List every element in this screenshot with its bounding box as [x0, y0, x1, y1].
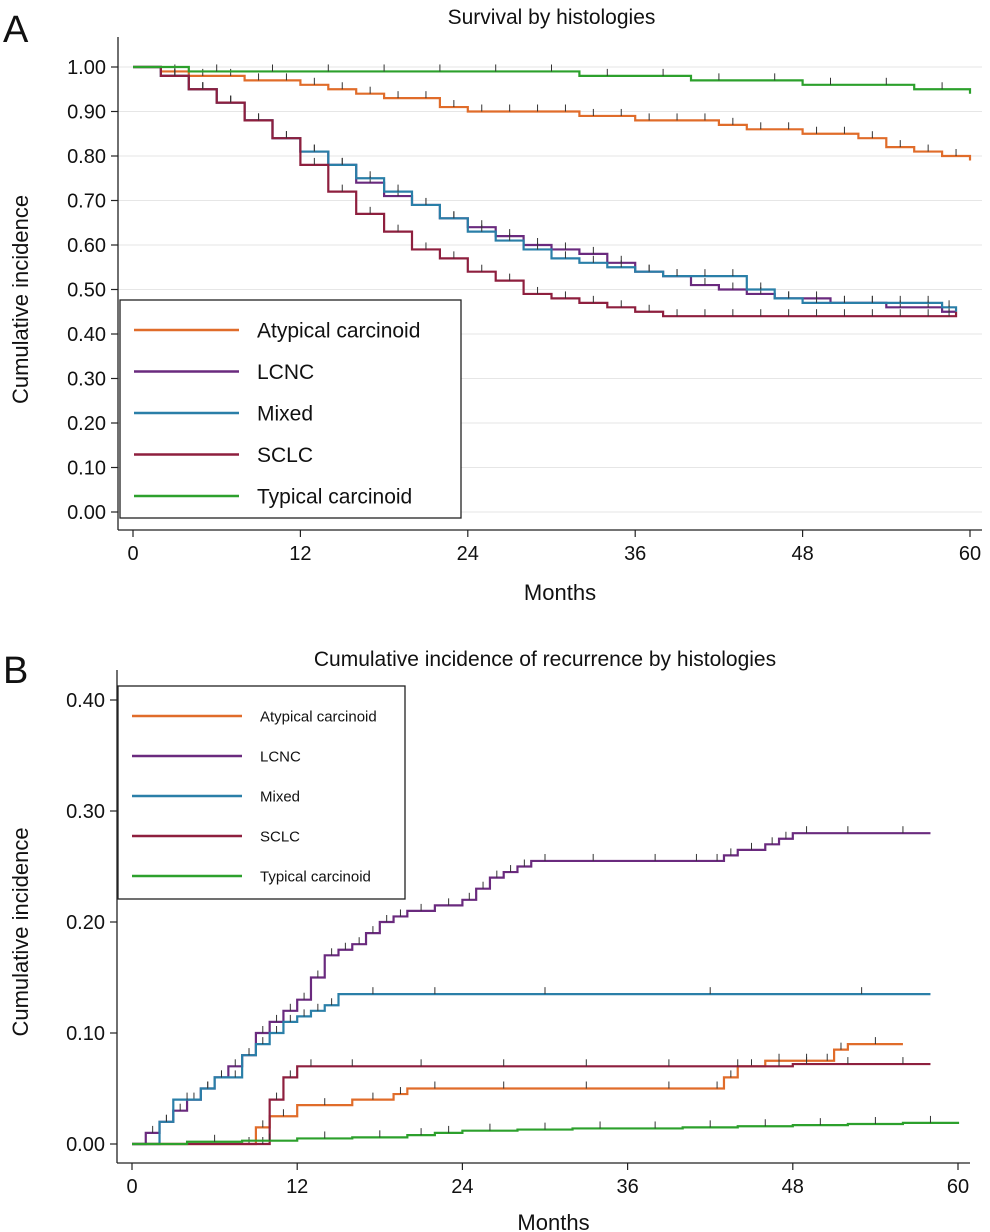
panel-label: A	[3, 9, 29, 51]
x-tick-label: 36	[616, 1176, 638, 1198]
series-atypical-carcinoid	[133, 64, 972, 161]
series-atypical-carcinoid	[132, 1037, 903, 1146]
x-tick-label: 60	[947, 1176, 969, 1198]
y-tick-label: 0.10	[67, 458, 106, 480]
chart-title: Survival by histologies	[448, 6, 656, 29]
x-tick-label: 24	[451, 1176, 473, 1198]
series-typical-carcinoid	[133, 64, 972, 94]
series-mixed	[132, 987, 931, 1146]
chart-title: Cumulative incidence of recurrence by hi…	[314, 648, 776, 671]
y-tick-label: 0.30	[66, 801, 105, 823]
y-tick-label: 0.00	[67, 502, 106, 524]
x-tick-label: 0	[127, 543, 138, 565]
y-tick-label: 0.90	[67, 102, 106, 124]
series-sclc	[133, 65, 958, 318]
legend-label-lcnc: LCNC	[260, 748, 301, 765]
series-typical-carcinoid	[132, 1115, 960, 1146]
panel-label: B	[3, 650, 28, 692]
y-axis-label: Cumulative incidence	[8, 827, 33, 1036]
y-tick-label: 0.50	[67, 280, 106, 302]
panel-b: B Cumulative incidence of recurrence by h…	[3, 648, 970, 1232]
y-tick-label: 0.40	[66, 690, 105, 712]
x-tick-label: 24	[457, 543, 479, 565]
y-tick-label: 0.40	[67, 324, 106, 346]
legend-label-typical-carcinoid: Typical carcinoid	[260, 868, 371, 885]
legend-label-typical-carcinoid: Typical carcinoid	[257, 486, 412, 509]
x-tick-label: 12	[286, 1176, 308, 1198]
series-line-mixed	[133, 65, 958, 312]
legend-box	[117, 685, 406, 900]
x-tick-label: 0	[126, 1176, 137, 1198]
legend-label-mixed: Mixed	[257, 403, 313, 426]
y-tick-label: 0.20	[66, 912, 105, 934]
x-axis-label: Months	[524, 580, 596, 605]
series-lcnc	[133, 65, 957, 313]
legend-label-atypical-carcinoid: Atypical carcinoid	[260, 708, 377, 725]
legend-label-sclc: SCLC	[260, 828, 300, 845]
x-tick-label: 36	[624, 543, 646, 565]
y-tick-label: 0.70	[67, 191, 106, 213]
series-line-mixed	[132, 993, 931, 1146]
panel-a: A Survival by histologies 0.00 0.10 0.20 0.30…	[3, 6, 982, 605]
series-line-sclc	[133, 65, 958, 318]
y-tick-label: 0.00	[66, 1134, 105, 1156]
x-axis-label: Months	[517, 1210, 589, 1232]
legend: Atypical carcinoid LCNC Mixed SCLC Typical c…	[119, 299, 462, 519]
series-sclc	[132, 1057, 931, 1146]
y-axis-label: Cumulative incidence	[8, 195, 33, 404]
legend-label-sclc: SCLC	[257, 444, 313, 467]
y-tick-label: 0.20	[67, 413, 106, 435]
x-tick-label: 60	[959, 543, 981, 565]
series-mixed	[133, 65, 958, 312]
x-tick-label: 48	[791, 543, 813, 565]
y-tick-label: 0.80	[67, 146, 106, 168]
y-tick-label: 1.00	[67, 57, 106, 79]
series-line-lcnc	[133, 65, 957, 313]
y-tick-label: 0.60	[67, 235, 106, 257]
y-tick-label: 0.30	[67, 369, 106, 391]
legend-label-mixed: Mixed	[260, 788, 300, 805]
legend-label-atypical-carcinoid: Atypical carcinoid	[257, 320, 420, 343]
x-tick-label: 48	[782, 1176, 804, 1198]
series-line-typical-carcinoid	[132, 1121, 960, 1146]
series-line-sclc	[132, 1062, 931, 1146]
x-tick-label: 12	[289, 543, 311, 565]
legend-label-lcnc: LCNC	[257, 361, 314, 384]
y-tick-label: 0.10	[66, 1023, 105, 1045]
legend: Atypical carcinoid LCNC Mixed SCLC Typical c…	[117, 685, 406, 900]
legend-box	[119, 299, 462, 519]
